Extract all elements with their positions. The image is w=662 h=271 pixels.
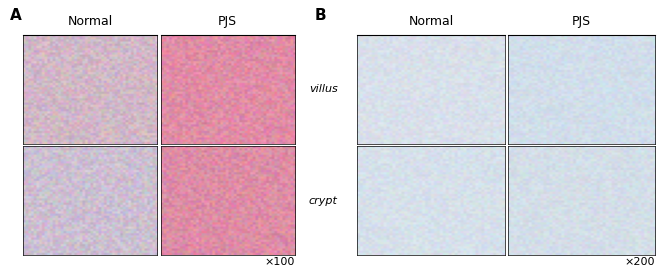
Text: ×100: ×100 <box>264 257 295 267</box>
Text: PJS: PJS <box>572 15 591 28</box>
Text: PJS: PJS <box>218 15 237 28</box>
Text: villus: villus <box>308 85 338 95</box>
Text: crypt: crypt <box>308 196 338 205</box>
Text: B: B <box>314 8 326 23</box>
Text: ×200: ×200 <box>625 257 655 267</box>
Text: Normal: Normal <box>68 15 113 28</box>
Text: A: A <box>10 8 22 23</box>
Text: Normal: Normal <box>408 15 453 28</box>
